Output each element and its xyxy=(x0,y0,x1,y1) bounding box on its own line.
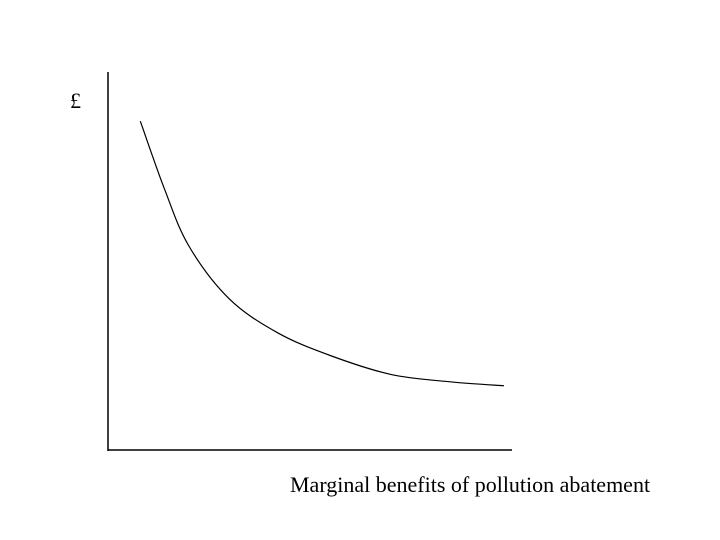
marginal-benefit-curve xyxy=(139,120,504,387)
x-axis-label: Marginal benefits of pollution abatement xyxy=(290,472,651,497)
y-axis-label: £ xyxy=(70,88,81,113)
